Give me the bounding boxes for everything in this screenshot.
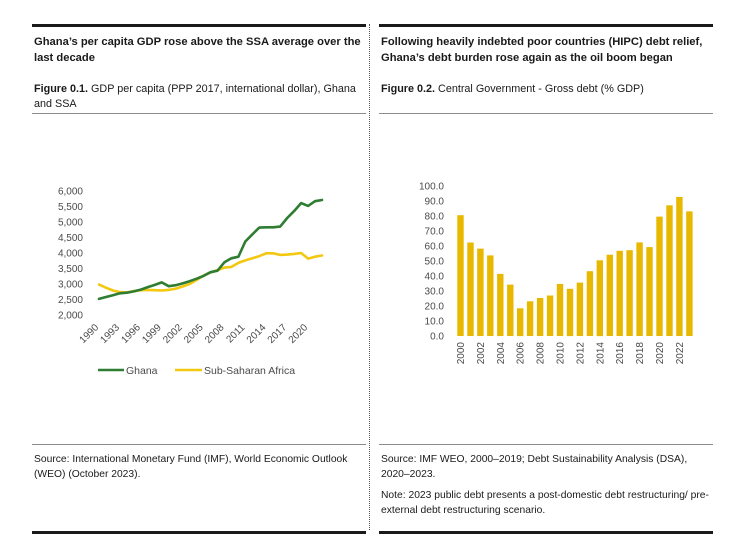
x-tick-label: 2005 [182,322,206,346]
x-tick-label: 2002 [476,342,487,365]
y-tick-label: 80.0 [425,212,445,223]
bar-2007 [527,301,533,336]
bar-2019 [646,247,652,336]
caption-rule [32,113,366,114]
bar-2017 [626,250,632,336]
y-tick-label: 10.0 [425,317,445,328]
bar-2012 [577,283,583,336]
figure-caption: Figure 0.2. Central Government - Gross d… [381,82,711,97]
y-tick-label: 4,500 [58,233,83,244]
bar-2010 [557,284,563,336]
source-rule [379,444,713,445]
x-tick-label: 2022 [675,342,686,365]
x-tick-label: 1993 [99,322,123,346]
y-tick-label: 3,000 [58,280,83,291]
headline: Following heavily indebted poor countrie… [381,34,711,66]
y-tick-label: 60.0 [425,242,445,253]
x-tick-label: 2018 [635,342,646,365]
bar-2003 [487,255,493,336]
source-text: Source: International Monetary Fund (IMF… [34,452,364,482]
y-tick-label: 70.0 [425,227,445,238]
bottom-rule [379,531,713,534]
bar-2008 [537,298,543,336]
bar-2009 [547,296,553,337]
x-tick-label: 1990 [78,322,102,346]
caption-rule [379,113,713,114]
bar-2015 [607,255,613,336]
bar-2021 [666,205,672,336]
figure-caption: Figure 0.1. GDP per capita (PPP 2017, in… [34,82,364,112]
bar-2001 [467,243,473,337]
bar-2014 [597,260,603,336]
panel-gdp-per-capita: Ghana’s per capita GDP rose above the SS… [32,0,366,554]
x-tick-label: 2008 [203,322,227,346]
legend-label-ssa: Sub-Saharan Africa [204,365,295,377]
y-tick-label: 3,500 [58,264,83,275]
x-tick-label: 1999 [140,322,164,346]
x-tick-label: 2012 [575,342,586,365]
headline: Ghana’s per capita GDP rose above the SS… [34,34,364,66]
x-tick-label: 2002 [161,322,185,346]
y-tick-label: 30.0 [425,287,445,298]
bar-2006 [517,308,523,336]
bar-2016 [617,251,623,336]
panel-divider [369,24,370,530]
top-rule [32,24,366,27]
x-tick-label: 2010 [556,342,567,365]
x-tick-label: 2006 [516,342,527,365]
source-text: Source: IMF WEO, 2000–2019; Debt Sustain… [381,452,711,482]
series-line-ghana [99,200,322,299]
y-tick-label: 100.0 [419,182,444,193]
bar-2023 [686,211,692,336]
y-tick-label: 20.0 [425,302,445,313]
x-tick-label: 2014 [245,322,269,346]
y-tick-label: 0.0 [430,332,444,343]
x-tick-label: 1996 [119,322,143,346]
figure-title: Central Government - Gross debt (% GDP) [438,83,644,95]
bottom-rule [32,531,366,534]
y-tick-label: 5,500 [58,202,83,213]
y-tick-label: 6,000 [58,187,83,198]
top-rule [379,24,713,27]
bar-2000 [457,215,463,336]
figure-label: Figure 0.2. [381,83,435,95]
bar-2018 [636,242,642,336]
x-tick-label: 2004 [496,342,507,365]
figure-label: Figure 0.1. [34,83,88,95]
bar-2002 [477,249,483,336]
x-tick-label: 2014 [595,342,606,365]
y-tick-label: 40.0 [425,272,445,283]
y-tick-label: 2,500 [58,295,83,306]
x-tick-label: 2011 [224,322,247,345]
x-tick-label: 2020 [287,322,311,346]
bar-2005 [507,285,513,336]
x-tick-label: 2000 [456,342,467,365]
y-tick-label: 4,000 [58,249,83,260]
panel-gross-debt: Following heavily indebted poor countrie… [379,0,713,554]
bar-2022 [676,197,682,336]
y-tick-label: 90.0 [425,197,445,208]
source-rule [32,444,366,445]
y-tick-label: 5,000 [58,218,83,229]
bar-2011 [567,289,573,336]
line-chart: 6,000 5,500 5,000 4,500 4,000 3,500 3,000 2,500… [32,175,366,395]
bar-2020 [656,217,662,336]
x-tick-label: 2008 [536,342,547,365]
bar-chart: 100.0 90.0 80.0 70.0 60.0 50.0 40.0 30.0 20.0 10.… [379,175,713,375]
note-text: Note: 2023 public debt presents a post-d… [381,488,711,518]
bar-2013 [587,271,593,336]
x-tick-label: 2017 [266,322,290,346]
x-tick-label: 2020 [655,342,666,365]
bar-2004 [497,274,503,336]
y-tick-label: 2,000 [58,311,83,322]
legend-label-ghana: Ghana [126,365,158,377]
y-tick-label: 50.0 [425,257,445,268]
x-tick-label: 2016 [615,342,626,365]
